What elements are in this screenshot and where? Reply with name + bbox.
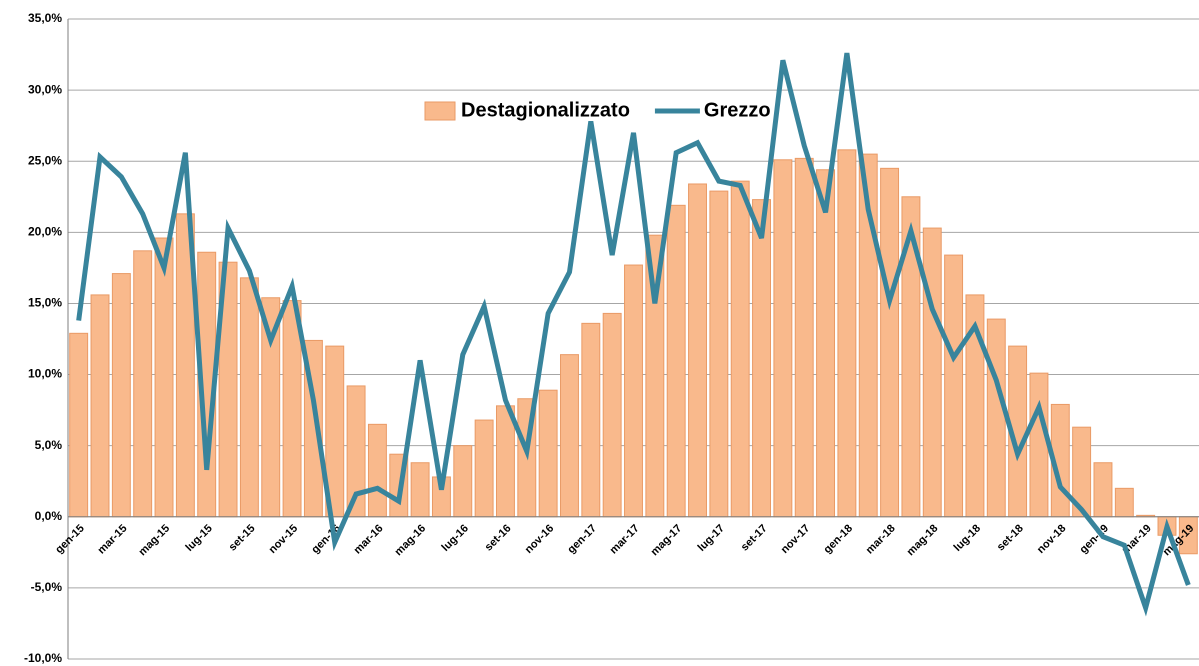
bar xyxy=(880,167,900,518)
legend-label: Destagionalizzato xyxy=(461,99,630,121)
bar xyxy=(986,318,1006,518)
bar xyxy=(69,332,89,518)
y-tick-label: 20,0% xyxy=(28,225,62,239)
x-tick-label: lug-17 xyxy=(696,522,727,553)
y-tick-label: 10,0% xyxy=(28,367,62,381)
bar xyxy=(453,445,473,518)
legend-swatch xyxy=(424,101,456,121)
bar xyxy=(602,312,622,518)
bar xyxy=(133,250,153,518)
x-tick-label: set-15 xyxy=(227,522,258,553)
y-tick-label: 25,0% xyxy=(28,153,62,167)
x-tick-label: lug-15 xyxy=(183,522,214,553)
bar xyxy=(730,180,750,518)
x-tick-label: mar-15 xyxy=(96,522,130,556)
y-tick-label: 30,0% xyxy=(28,82,62,96)
x-tick-label: set-17 xyxy=(739,522,770,553)
bar xyxy=(944,254,964,518)
bar xyxy=(154,237,174,518)
y-tick-label: 35,0% xyxy=(28,11,62,25)
x-tick-label: mar-16 xyxy=(352,522,386,556)
bar xyxy=(645,234,665,518)
legend-label: Grezzo xyxy=(704,99,771,121)
bar xyxy=(1029,372,1049,518)
x-tick-label: lug-18 xyxy=(952,522,983,553)
bar xyxy=(773,159,793,518)
bar xyxy=(688,183,707,518)
x-tick-label: set-18 xyxy=(995,522,1026,553)
x-tick-label: lug-16 xyxy=(440,522,471,553)
bar xyxy=(1114,487,1134,518)
x-tick-label: gen-17 xyxy=(565,522,599,556)
x-tick-label: mag-17 xyxy=(649,522,685,558)
x-tick-label: gen-15 xyxy=(53,522,87,556)
x-tick-label: nov-17 xyxy=(779,522,813,556)
x-tick-label: mar-18 xyxy=(864,522,898,556)
bar xyxy=(111,273,131,518)
x-tick-label: mag-16 xyxy=(393,522,429,558)
bar xyxy=(560,354,579,518)
bar xyxy=(624,264,643,518)
bar xyxy=(752,199,772,518)
x-tick-label: nov-16 xyxy=(523,522,557,556)
x-tick-label: mar-17 xyxy=(608,522,642,556)
bar xyxy=(666,204,686,518)
x-tick-label: set-16 xyxy=(483,522,514,553)
y-tick-label: 5,0% xyxy=(35,438,63,452)
bar xyxy=(816,169,836,518)
y-tick-label: -5,0% xyxy=(31,580,63,594)
bar xyxy=(709,190,729,518)
bar xyxy=(794,157,814,518)
bar xyxy=(1093,462,1113,518)
bar xyxy=(474,419,494,518)
bar xyxy=(837,149,857,518)
bar xyxy=(922,227,942,518)
x-tick-label: mag-15 xyxy=(136,522,172,558)
bar xyxy=(367,423,387,518)
bar xyxy=(410,462,430,518)
bar xyxy=(239,277,259,518)
y-tick-label: -10,0% xyxy=(24,651,62,665)
line xyxy=(76,52,1191,617)
bar xyxy=(90,294,110,518)
x-tick-label: nov-18 xyxy=(1035,522,1069,556)
x-tick-label: gen-18 xyxy=(822,522,856,556)
bar xyxy=(581,322,601,518)
y-tick-label: 0,0% xyxy=(35,509,63,523)
y-tick-label: 15,0% xyxy=(28,296,62,310)
x-tick-label: nov-15 xyxy=(267,522,301,556)
bar xyxy=(495,405,515,518)
bar xyxy=(538,389,558,518)
x-tick-label: mag-18 xyxy=(905,522,941,558)
